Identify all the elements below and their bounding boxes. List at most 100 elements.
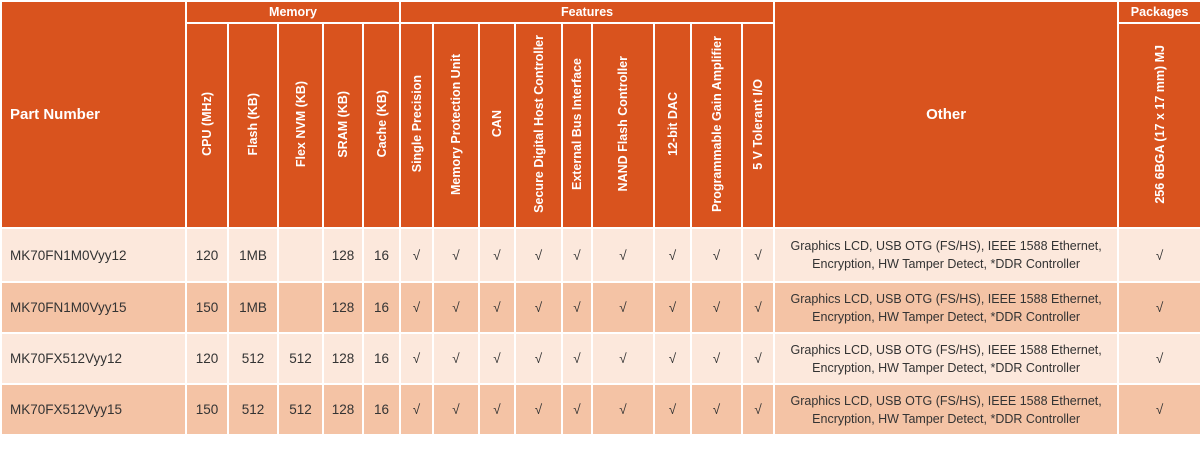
column-header-external-bus-interface: External Bus Interface [561,22,594,229]
cell-12-bit-dac: √ [653,227,693,283]
other-features-cell: Graphics LCD, USB OTG (FS/HS), IEEE 1588… [773,281,1120,334]
part-number-cell: MK70FN1M0Vyy12 [0,227,187,283]
cell-cpu-mhz: 150 [185,383,229,436]
cell-single-precision: √ [399,332,435,385]
cell-sram-kb: 128 [322,332,364,385]
cell-memory-protection-unit: √ [432,281,481,334]
cell-cpu-mhz: 150 [185,281,229,334]
part-comparison-table: Part Number Memory Features Other Packag… [0,0,1200,436]
cell-flash-kb: 512 [227,332,279,385]
cell-single-precision: √ [399,227,435,283]
column-header-label: External Bus Interface [570,58,585,190]
cell-single-precision: √ [399,383,435,436]
column-header-memory-protection-unit: Memory Protection Unit [432,22,481,229]
column-header-nand-flash-controller: NAND Flash Controller [591,22,656,229]
column-header-label: 12-bit DAC [665,92,680,156]
cell-sram-kb: 128 [322,281,364,334]
cell-external-bus-interface: √ [561,227,594,283]
cell-secure-digital-host-controller: √ [514,281,564,334]
package-cell: √ [1117,383,1200,436]
cell-cache-kb: 16 [361,281,402,334]
cell-memory-protection-unit: √ [432,383,481,436]
cell-sram-kb: 128 [322,227,364,283]
package-header: 256 6BGA (17 x 17 mm) MJ [1117,22,1200,229]
cell-secure-digital-host-controller: √ [514,383,564,436]
cell-memory-protection-unit: √ [432,227,481,283]
cell-can: √ [478,281,517,334]
cell-12-bit-dac: √ [653,383,693,436]
features-group-header: Features [399,0,776,24]
column-header-label: Memory Protection Unit [449,53,464,195]
package-label: 256 6BGA (17 x 17 mm) MJ [1152,44,1167,204]
package-cell: √ [1117,227,1200,283]
cell-flash-kb: 512 [227,383,279,436]
other-header: Other [773,0,1120,229]
part-number-cell: MK70FX512Vyy15 [0,383,187,436]
cell-cache-kb: 16 [361,332,402,385]
cell-flex-nvm-kb: 512 [277,332,324,385]
table-row: MK70FX512Vyy15 150 512 512 128 16 √ √ √ √ √ √ √ √ √ Gra… [0,383,1200,436]
column-header-label: SRAM (KB) [336,90,350,158]
column-header-label: Flash (KB) [246,92,260,156]
column-header-programmable-gain-amplifier: Programmable Gain Amplifier [690,22,744,229]
column-header-sram-kb: SRAM (KB) [322,22,364,229]
column-header-can: CAN [478,22,517,229]
cell-cache-kb: 16 [361,383,402,436]
column-header-flex-nvm-kb: Flex NVM (KB) [277,22,324,229]
cell-programmable-gain-amplifier: √ [690,227,744,283]
cell-external-bus-interface: √ [561,332,594,385]
cell-12-bit-dac: √ [653,332,693,385]
cell-secure-digital-host-controller: √ [514,332,564,385]
cell-can: √ [478,227,517,283]
cell-sram-kb: 128 [322,383,364,436]
column-header-cpu-mhz: CPU (MHz) [185,22,229,229]
cell-5-v-tolerant-i-o: √ [741,383,776,436]
column-header-5-v-tolerant-i-o: 5 V Tolerant I/O [741,22,776,229]
column-header-label: CPU (MHz) [200,92,214,156]
cell-cache-kb: 16 [361,227,402,283]
column-header-single-precision: Single Precision [399,22,435,229]
column-header-secure-digital-host-controller: Secure Digital Host Controller [514,22,564,229]
column-header-label: CAN [490,110,505,138]
part-number-cell: MK70FN1M0Vyy15 [0,281,187,334]
part-number-cell: MK70FX512Vyy12 [0,332,187,385]
table-row: MK70FN1M0Vyy12 120 1MB 128 16 √ √ √ √ √ √ √ √ √ Graphi… [0,227,1200,283]
cell-programmable-gain-amplifier: √ [690,332,744,385]
cell-programmable-gain-amplifier: √ [690,383,744,436]
cell-flash-kb: 1MB [227,281,279,334]
cell-flex-nvm-kb [277,281,324,334]
cell-flex-nvm-kb: 512 [277,383,324,436]
cell-5-v-tolerant-i-o: √ [741,227,776,283]
table-row: MK70FX512Vyy12 120 512 512 128 16 √ √ √ √ √ √ √ √ √ Gra… [0,332,1200,385]
table-row: MK70FN1M0Vyy15 150 1MB 128 16 √ √ √ √ √ √ √ √ √ Graphi… [0,281,1200,334]
other-features-cell: Graphics LCD, USB OTG (FS/HS), IEEE 1588… [773,332,1120,385]
column-header-label: NAND Flash Controller [616,56,631,192]
column-header-label: Secure Digital Host Controller [531,35,546,213]
cell-nand-flash-controller: √ [591,383,656,436]
cell-flex-nvm-kb [277,227,324,283]
column-header-label: 5 V Tolerant I/O [751,78,766,170]
cell-single-precision: √ [399,281,435,334]
packages-group-header: Packages [1117,0,1200,24]
cell-cpu-mhz: 120 [185,227,229,283]
column-header-cache-kb: Cache (KB) [361,22,402,229]
package-cell: √ [1117,332,1200,385]
other-features-cell: Graphics LCD, USB OTG (FS/HS), IEEE 1588… [773,383,1120,436]
cell-external-bus-interface: √ [561,281,594,334]
cell-nand-flash-controller: √ [591,281,656,334]
cell-secure-digital-host-controller: √ [514,227,564,283]
other-features-cell: Graphics LCD, USB OTG (FS/HS), IEEE 1588… [773,227,1120,283]
column-header-label: Single Precision [409,75,424,173]
cell-nand-flash-controller: √ [591,227,656,283]
cell-memory-protection-unit: √ [432,332,481,385]
memory-group-header: Memory [184,0,402,24]
cell-flash-kb: 1MB [227,227,279,283]
part-number-header: Part Number [0,0,187,229]
cell-can: √ [478,332,517,385]
cell-nand-flash-controller: √ [591,332,656,385]
cell-cpu-mhz: 120 [185,332,229,385]
column-header-label: Cache (KB) [374,90,389,158]
column-header-label: Programmable Gain Amplifier [709,36,724,212]
package-cell: √ [1117,281,1200,334]
column-header-flash-kb: Flash (KB) [227,22,279,229]
